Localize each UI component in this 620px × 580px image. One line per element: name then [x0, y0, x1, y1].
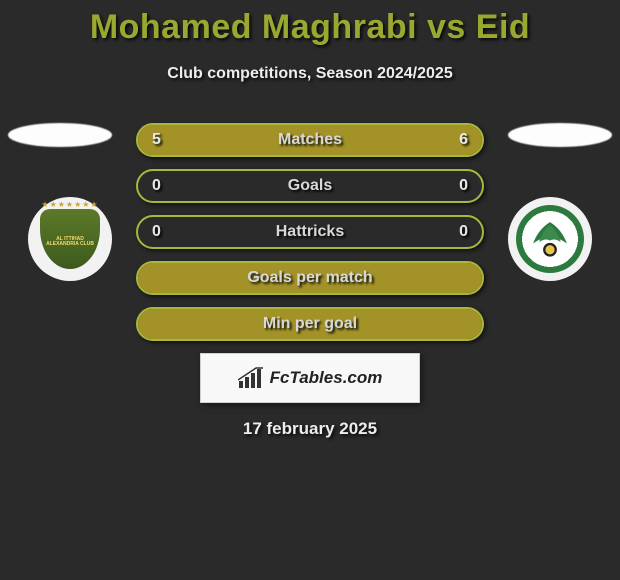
comparison-content: ★★★★★★★ AL ITTIHADALEXANDRIA CLUB 5Match…	[0, 123, 620, 439]
stat-label: Goals	[138, 177, 482, 195]
stat-bar: 0Hattricks0	[136, 215, 484, 249]
page-title: Mohamed Maghrabi vs Eid	[0, 0, 620, 47]
player-shadow-right	[508, 123, 612, 147]
branding-box: FcTables.com	[200, 353, 420, 403]
stat-bar: 0Goals0	[136, 169, 484, 203]
stat-value-right: 0	[459, 177, 468, 195]
stat-label: Min per goal	[138, 315, 482, 333]
stat-label: Hattricks	[138, 223, 482, 241]
club-crest-left: ★★★★★★★ AL ITTIHADALEXANDRIA CLUB	[28, 197, 112, 281]
club-badge-right	[500, 197, 600, 281]
branding-text: FcTables.com	[270, 368, 383, 388]
player-shadow-left	[8, 123, 112, 147]
club-crest-right	[508, 197, 592, 281]
eagle-crest-icon	[516, 205, 584, 273]
infographic-date: 17 february 2025	[0, 419, 620, 439]
stat-bar: Min per goal	[136, 307, 484, 341]
eagle-icon	[527, 216, 573, 262]
stat-value-right: 6	[459, 131, 468, 149]
shield-icon: ★★★★★★★ AL ITTIHADALEXANDRIA CLUB	[40, 209, 100, 269]
stat-bar: 5Matches6	[136, 123, 484, 157]
stat-bars: 5Matches60Goals00Hattricks0Goals per mat…	[136, 123, 484, 341]
stat-label: Goals per match	[138, 269, 482, 287]
chart-icon	[238, 367, 264, 389]
club-badge-left: ★★★★★★★ AL ITTIHADALEXANDRIA CLUB	[20, 197, 120, 281]
stat-value-right: 0	[459, 223, 468, 241]
crest-text: AL ITTIHADALEXANDRIA CLUB	[46, 237, 94, 248]
subtitle: Club competitions, Season 2024/2025	[0, 65, 620, 83]
stat-bar: Goals per match	[136, 261, 484, 295]
stars-icon: ★★★★★★★	[40, 201, 100, 210]
stat-label: Matches	[138, 131, 482, 149]
